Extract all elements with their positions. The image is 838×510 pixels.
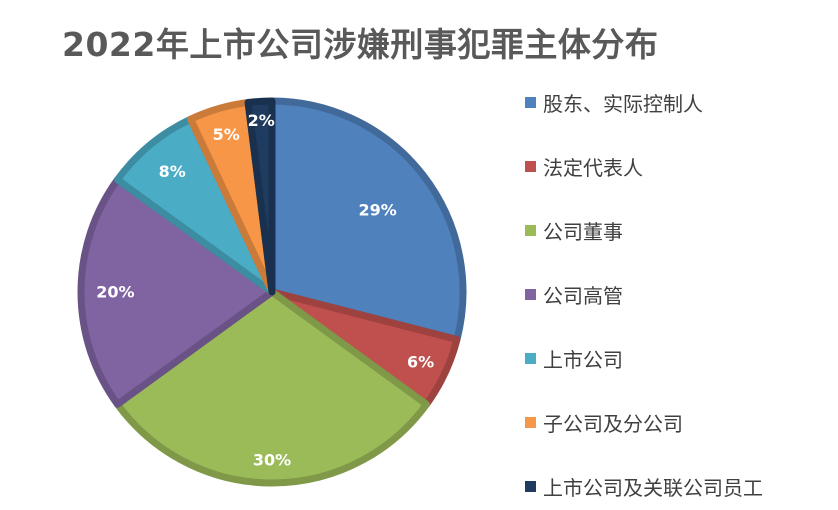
legend-item-4: 公司高管 [525,280,623,309]
chart-title: 2022年上市公司涉嫌刑事犯罪主体分布 [62,25,659,64]
pie-slice-3 [113,288,431,487]
data-label-3: 30% [253,451,291,470]
legend-item-2: 法定代表人 [525,152,643,181]
pie-slice-4 [77,176,276,408]
legend-label: 子公司及分公司 [543,412,683,436]
legend-item-7: 上市公司及关联公司员工 [525,472,763,501]
data-label-4: 20% [96,283,134,302]
legend-item-5: 上市公司 [525,344,623,373]
legend-swatch [525,161,536,172]
legend-swatch [525,289,536,300]
legend-label: 上市公司 [543,348,623,372]
legend-swatch [525,417,536,428]
pie-slice-1 [268,97,467,343]
legend-label: 法定代表人 [543,156,643,180]
legend-item-1: 股东、实际控制人 [525,88,703,117]
legend-swatch [525,97,536,108]
legend-item-3: 公司董事 [525,216,623,245]
legend-item-6: 子公司及分公司 [525,408,683,437]
data-label-1: 29% [358,201,396,220]
legend-label: 股东、实际控制人 [543,92,703,116]
pie-slice-7 [244,97,276,296]
data-label-5: 8% [159,162,186,181]
data-label-7: 2% [248,111,275,130]
data-label-2: 6% [407,352,434,371]
legend-swatch [525,481,536,492]
legend-label: 上市公司及关联公司员工 [543,476,763,500]
legend-swatch [525,225,536,236]
legend-swatch [525,353,536,364]
legend-label: 公司高管 [543,284,623,308]
data-label-6: 5% [213,125,240,144]
legend-label: 公司董事 [543,220,623,244]
